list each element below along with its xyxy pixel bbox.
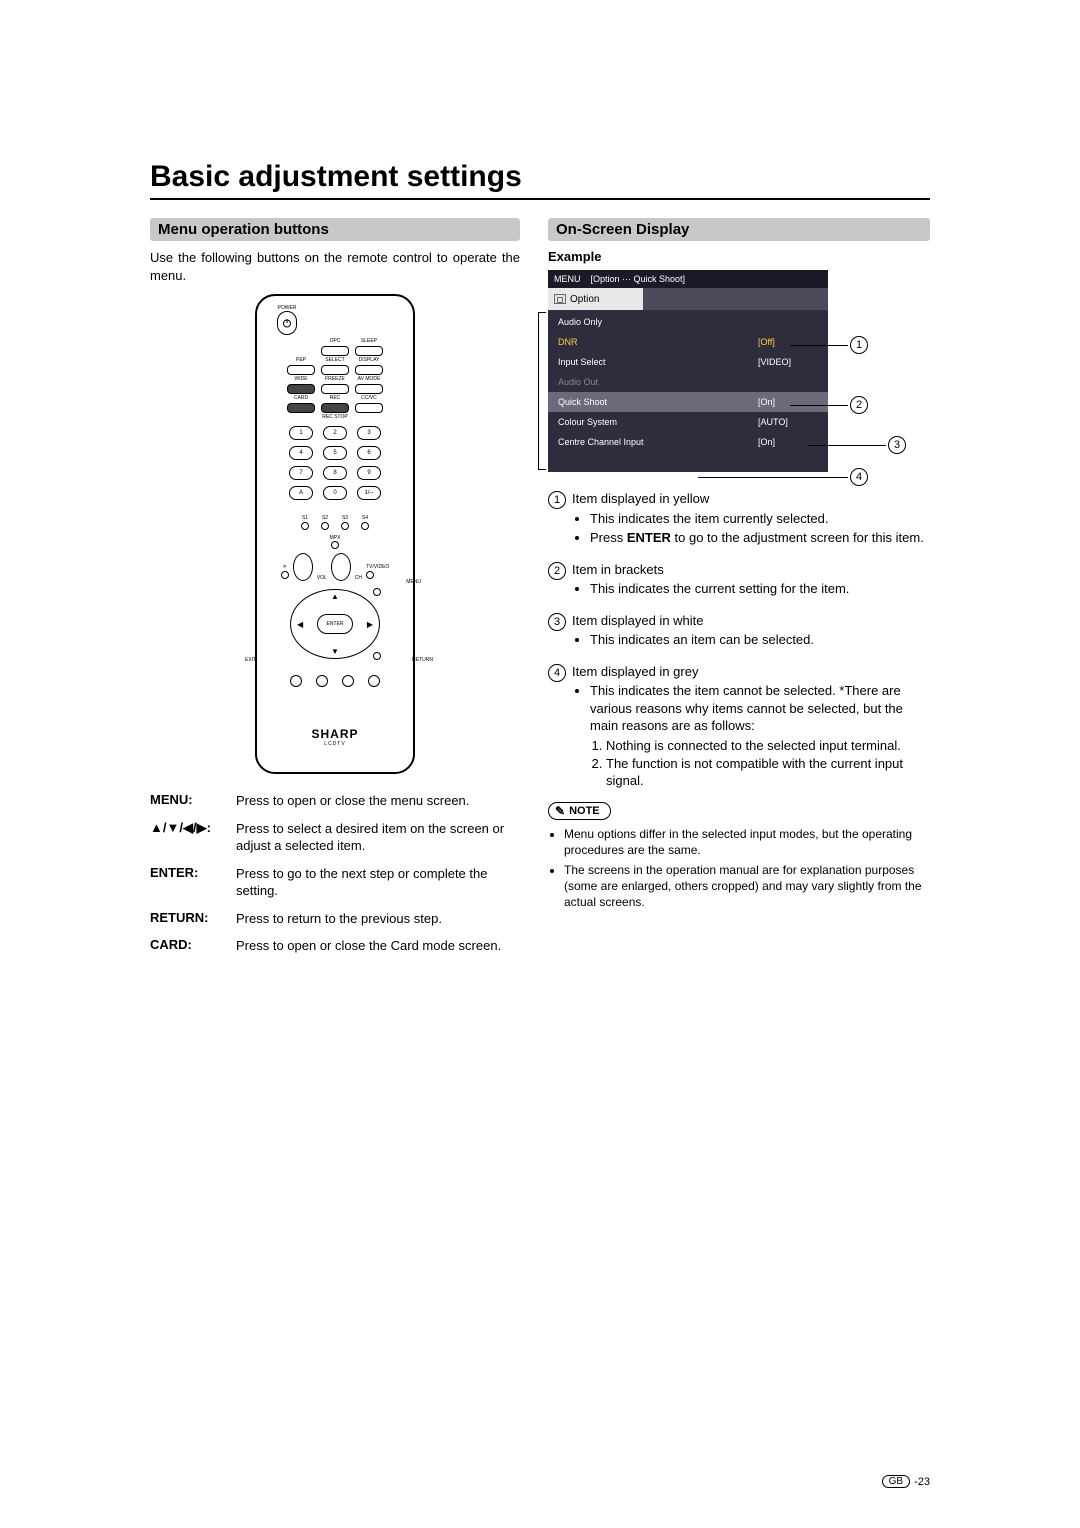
osd-row: Audio Only <box>548 312 828 332</box>
recstop-label: REC STOP <box>322 415 347 420</box>
button-definitions: MENU:Press to open or close the menu scr… <box>150 792 520 955</box>
explanation-item: 4 Item displayed in greyThis indicates th… <box>548 663 930 790</box>
explanation-item: 3 Item displayed in whiteThis indicates a… <box>548 612 930 651</box>
item-number: 4 <box>548 664 566 682</box>
vol-rocker <box>293 553 313 581</box>
def-menu: MENU:Press to open or close the menu scr… <box>150 792 520 810</box>
osd-row: DNR[Off] <box>548 332 828 352</box>
def-arrows: ▲/▼/◀/▶:Press to select a desired item o… <box>150 820 520 855</box>
item-ordered: Nothing is connected to the selected inp… <box>606 737 930 755</box>
explanation-item: 2 Item in bracketsThis indicates the curr… <box>548 561 930 600</box>
callout-1: 1 <box>850 336 868 354</box>
exit-label: EXIT <box>245 657 256 661</box>
return-label: RETURN <box>412 657 433 661</box>
item-bullet: This indicates the current setting for t… <box>590 580 849 598</box>
brand-sub-label: LCDTV <box>324 741 345 747</box>
callout-4: 4 <box>850 468 868 486</box>
color-buttons <box>290 675 380 687</box>
item-bullet: Press ENTER to go to the adjustment scre… <box>590 529 924 547</box>
osd-row: Colour System[AUTO] <box>548 412 828 432</box>
menu-label: MENU <box>406 579 421 585</box>
item-bullet: This indicates the item cannot be select… <box>590 682 930 735</box>
option-icon <box>554 294 566 304</box>
item-lead: Item in brackets <box>572 561 849 579</box>
item-bullet: This indicates an item can be selected. <box>590 631 814 649</box>
preset-dots: S1 S2 S3 S4 <box>301 506 369 530</box>
osd-row: Input Select[VIDEO] <box>548 352 828 372</box>
item-number: 3 <box>548 613 566 631</box>
osd-example: MENU [Option ··· Quick Shoot] Option Aud… <box>548 270 918 472</box>
item-lead: Item displayed in grey <box>572 663 930 681</box>
note-badge: ✎ NOTE <box>548 802 611 820</box>
page-footer: GB -23 <box>882 1475 930 1488</box>
nav-pad: ▲▼◀▶ ENTER <box>290 589 380 659</box>
item-lead: Item displayed in yellow <box>572 490 924 508</box>
page-number: -23 <box>914 1476 930 1488</box>
osd-row: Centre Channel Input[On] <box>548 432 828 452</box>
def-return: RETURN:Press to return to the previous s… <box>150 910 520 928</box>
callout-2: 2 <box>850 396 868 414</box>
page-title: Basic adjustment settings <box>150 160 930 200</box>
region-badge: GB <box>882 1475 910 1488</box>
note-item: The screens in the operation manual are … <box>564 862 930 911</box>
item-ordered: The function is not compatible with the … <box>606 755 930 790</box>
def-card: CARD:Press to open or close the Card mod… <box>150 937 520 955</box>
note-icon: ✎ <box>555 804 565 818</box>
callout-3: 3 <box>888 436 906 454</box>
item-bullet: This indicates the item currently select… <box>590 510 924 528</box>
osd-breadcrumb: [Option ··· Quick Shoot] <box>591 274 686 284</box>
osd-row: Audio Out <box>548 372 828 392</box>
explanation-item: 1 Item displayed in yellow This indicates … <box>548 490 930 549</box>
explanation-list: 1 Item displayed in yellow This indicates … <box>548 490 930 790</box>
osd-tab-option: Option <box>548 288 643 310</box>
note-list: Menu options differ in the selected inpu… <box>548 826 930 911</box>
enter-button-icon: ENTER <box>317 614 353 634</box>
top-button-grid: OPCSLEEP P&PSELECTDISPLAY WIDEFREEZEAV M… <box>287 339 383 413</box>
osd-row: Quick Shoot[On] <box>548 392 828 412</box>
ch-rocker <box>331 553 351 581</box>
brand-label: SHARP <box>311 727 358 741</box>
remote-illustration: POWER OPCSLEEP P&PSELECTDISPLAY WIDEFREE… <box>255 294 415 774</box>
item-number: 1 <box>548 491 566 509</box>
power-button-icon <box>277 311 297 335</box>
menu-intro: Use the following buttons on the remote … <box>150 249 520 284</box>
menu-operation-header: Menu operation buttons <box>150 218 520 241</box>
item-number: 2 <box>548 562 566 580</box>
osd-header: On-Screen Display <box>548 218 930 241</box>
number-pad: 123 456 789 A01/-- <box>289 426 381 500</box>
note-item: Menu options differ in the selected inpu… <box>564 826 930 858</box>
example-label: Example <box>548 249 930 264</box>
def-enter: ENTER:Press to go to the next step or co… <box>150 865 520 900</box>
osd-menu-label: MENU <box>554 274 581 284</box>
item-lead: Item displayed in white <box>572 612 814 630</box>
